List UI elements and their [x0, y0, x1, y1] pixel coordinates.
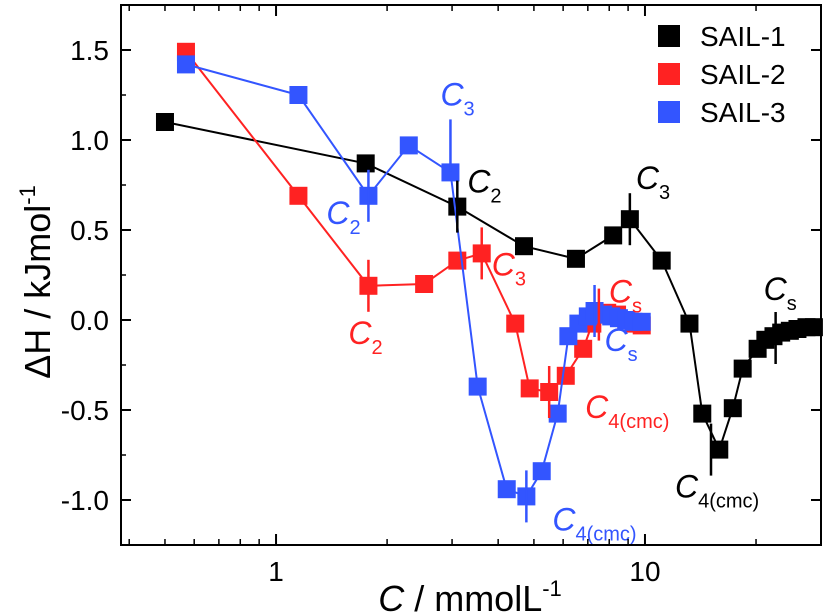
annotation-label-var: C: [467, 164, 491, 200]
legend-label: SAIL-2: [700, 59, 786, 90]
x-axis-label: C / mmolL-1: [378, 576, 562, 616]
annotation-label-var: C: [492, 246, 516, 282]
x-tick-label: 10: [629, 556, 660, 587]
annotation-label-var: C: [348, 315, 372, 351]
data-point: [448, 251, 467, 270]
y-axis-label-text: ΔH / kJmol: [17, 205, 58, 379]
y-tick-label: -0.5: [61, 395, 109, 426]
annotation-label-var: C: [609, 274, 633, 310]
data-point: [289, 86, 308, 104]
data-point: [155, 113, 174, 131]
data-point: [441, 163, 460, 182]
axes-layer: 1.5 1.0 0.5 0.0 -0.5 -1.0 1 10: [61, 5, 822, 587]
annotation-label-var: C: [605, 322, 629, 358]
annotation-label-var: C: [636, 160, 660, 196]
annotation-label-var: C: [326, 195, 350, 231]
y-tick-label: 1.0: [70, 125, 109, 156]
annotation-label: Cs: [764, 271, 797, 315]
y-tick-label: 0.0: [70, 305, 109, 336]
x-axis-label-text: / mmolL: [404, 578, 542, 616]
data-point: [497, 480, 516, 499]
data-point: [514, 237, 533, 256]
data-point: [532, 462, 551, 481]
data-point: [556, 366, 575, 385]
annotation-label-sub: 4(cmc): [608, 411, 669, 433]
annotation-label-sub: 3: [515, 268, 526, 290]
x-tick-label: 1: [268, 556, 284, 587]
data-point: [399, 136, 418, 155]
annotation-label: C3: [440, 76, 474, 120]
data-point: [604, 226, 623, 245]
annotation-label-sub: 2: [490, 186, 501, 208]
data-point: [548, 404, 567, 423]
annotation-label-sub: s: [628, 344, 638, 366]
data-point: [804, 318, 823, 337]
annotation-label-var: C: [440, 76, 464, 112]
annotation-label-var: C: [675, 469, 699, 505]
data-point: [468, 377, 487, 396]
annotation-label-sub: 4(cmc): [698, 491, 759, 513]
annotation-label: C4(cmc): [552, 501, 636, 545]
annotation-label-sub: 3: [464, 98, 475, 120]
annotation-label: C2: [467, 164, 501, 208]
annotation-label: C2: [326, 195, 360, 239]
data-point: [632, 312, 651, 331]
annotation-label-sub: s: [787, 293, 797, 315]
data-point: [289, 186, 308, 205]
annotation-label-sub: 3: [659, 182, 670, 204]
legend-label: SAIL-1: [700, 21, 786, 52]
data-point: [520, 379, 539, 398]
annotation-label: C2: [348, 315, 382, 359]
data-point: [733, 359, 752, 378]
annotation-label: C3: [492, 246, 526, 290]
y-tick-label: -1.0: [61, 485, 109, 516]
data-point: [680, 314, 699, 333]
annotation-label-var: C: [552, 501, 576, 537]
annotation-label-sub: 4(cmc): [575, 523, 636, 545]
legend-label: SAIL-3: [700, 97, 786, 128]
annotation-label-sub: 2: [350, 217, 361, 239]
y-axis-label: ΔH / kJmol-1: [15, 185, 58, 379]
data-point: [356, 154, 375, 173]
y-axis-label-sup: -1: [15, 185, 40, 205]
annotation-label: C3: [636, 160, 670, 204]
data-point: [652, 251, 671, 270]
annotation-label-var: C: [764, 271, 788, 307]
y-tick-label: 1.5: [70, 35, 109, 66]
annotation-label-sub: 2: [372, 337, 383, 359]
annotation-label-var: C: [585, 389, 609, 425]
data-point: [710, 440, 729, 459]
legend: SAIL-1 SAIL-2 SAIL-3: [658, 21, 786, 128]
data-point: [415, 275, 434, 293]
data-point: [574, 339, 593, 358]
annotation-label: C4(cmc): [585, 389, 669, 433]
annotation-label: Cs: [605, 322, 638, 366]
x-axis-label-sup: -1: [542, 576, 562, 601]
legend-swatch: [658, 63, 680, 85]
annotation-label: Cs: [609, 274, 642, 318]
x-axis-label-var: C: [378, 578, 405, 616]
legend-swatch: [658, 25, 680, 47]
annotation-label: C4(cmc): [675, 469, 759, 513]
y-tick-label: 0.5: [70, 215, 109, 246]
data-point: [566, 249, 585, 268]
data-point: [176, 55, 195, 74]
data-point: [506, 314, 525, 333]
data-point: [693, 404, 712, 423]
legend-swatch: [658, 101, 680, 123]
data-point: [723, 399, 742, 418]
annotation-label-sub: s: [632, 296, 642, 318]
